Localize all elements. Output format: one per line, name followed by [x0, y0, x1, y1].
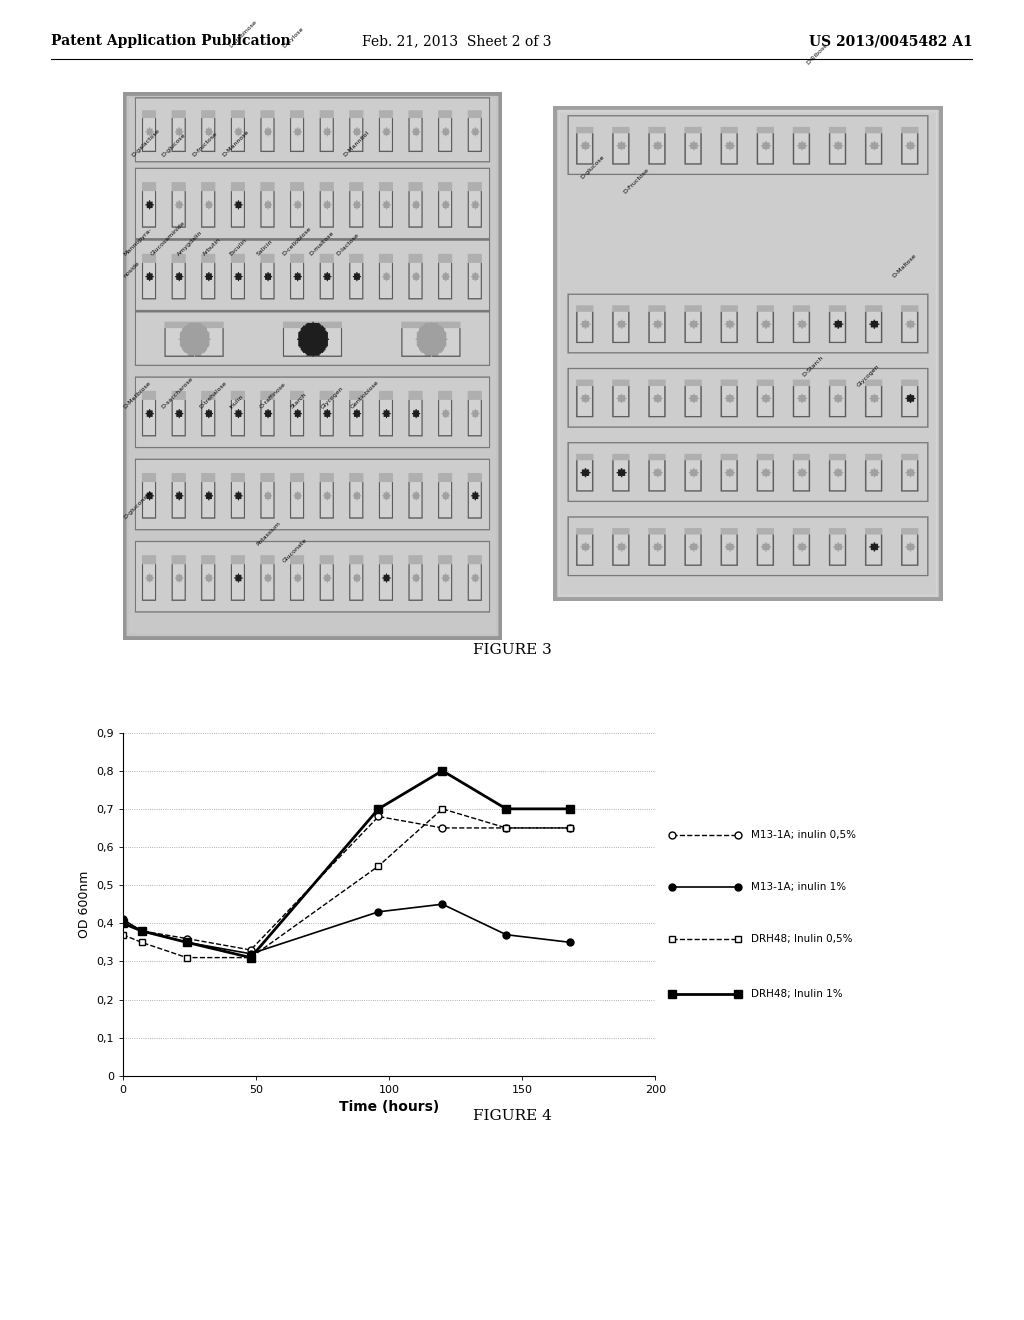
Text: D-Ribose: D-Ribose: [806, 42, 829, 66]
Text: DRH48; Inulin 1%: DRH48; Inulin 1%: [751, 989, 843, 999]
Text: Patent Application Publication: Patent Application Publication: [51, 34, 291, 49]
Text: O-raffinose: O-raffinose: [259, 381, 288, 411]
Text: D-glucose: D-glucose: [161, 132, 186, 158]
Text: Starch: Starch: [290, 392, 307, 411]
Text: noside: noside: [123, 260, 141, 279]
Text: D-glucose: D-glucose: [581, 154, 606, 180]
Text: Glycogen: Glycogen: [856, 363, 881, 388]
Text: L-arabinose: L-arabinose: [229, 18, 258, 49]
Text: Esculin: Esculin: [229, 238, 248, 256]
Text: US 2013/0045482 A1: US 2013/0045482 A1: [809, 34, 973, 49]
Text: Gentiobiose: Gentiobiose: [350, 380, 380, 411]
Text: Feb. 21, 2013  Sheet 2 of 3: Feb. 21, 2013 Sheet 2 of 3: [361, 34, 552, 49]
Text: D-gluconate: D-gluconate: [123, 488, 154, 520]
Text: Arbutin: Arbutin: [203, 236, 222, 256]
Text: D-saccharose: D-saccharose: [161, 376, 195, 411]
Text: Amygdalin: Amygdalin: [176, 230, 203, 256]
Text: Inulin: Inulin: [229, 395, 245, 411]
Text: Glucosaminide: Glucosaminide: [150, 220, 186, 256]
Text: Potassium: Potassium: [256, 521, 282, 546]
Text: Salicin: Salicin: [256, 239, 273, 256]
Text: D-cellobiose: D-cellobiose: [282, 226, 313, 256]
Text: D-fructose: D-fructose: [191, 132, 218, 158]
Text: Mannopyra-: Mannopyra-: [123, 227, 153, 256]
Text: D-Mannitol: D-Mannitol: [343, 131, 371, 158]
Y-axis label: OD 600nm: OD 600nm: [78, 870, 91, 939]
Text: D-Maltose: D-Maltose: [892, 253, 918, 279]
Text: FIGURE 3: FIGURE 3: [473, 643, 551, 657]
Text: D-Fructose: D-Fructose: [623, 168, 650, 194]
Text: Glycogen: Glycogen: [319, 385, 344, 411]
Text: D-lactose: D-lactose: [335, 232, 359, 256]
Text: D-Starch: D-Starch: [802, 355, 825, 378]
Text: M13-1A; inulin 0,5%: M13-1A; inulin 0,5%: [751, 830, 856, 840]
Text: FIGURE 4: FIGURE 4: [472, 1109, 552, 1123]
Text: D-Mannose: D-Mannose: [221, 129, 250, 158]
Text: Gluconate: Gluconate: [282, 537, 308, 564]
Text: D-maltose: D-maltose: [308, 230, 335, 256]
Text: D-galactose: D-galactose: [130, 128, 161, 158]
X-axis label: Time (hours): Time (hours): [339, 1101, 439, 1114]
Text: DRH48; Inulin 0,5%: DRH48; Inulin 0,5%: [751, 935, 852, 944]
Text: D-Melibiose: D-Melibiose: [123, 380, 153, 411]
Text: M13-1A; inulin 1%: M13-1A; inulin 1%: [751, 882, 846, 892]
Text: D-xylose: D-xylose: [282, 25, 305, 49]
Text: D-trehalose: D-trehalose: [199, 380, 228, 411]
